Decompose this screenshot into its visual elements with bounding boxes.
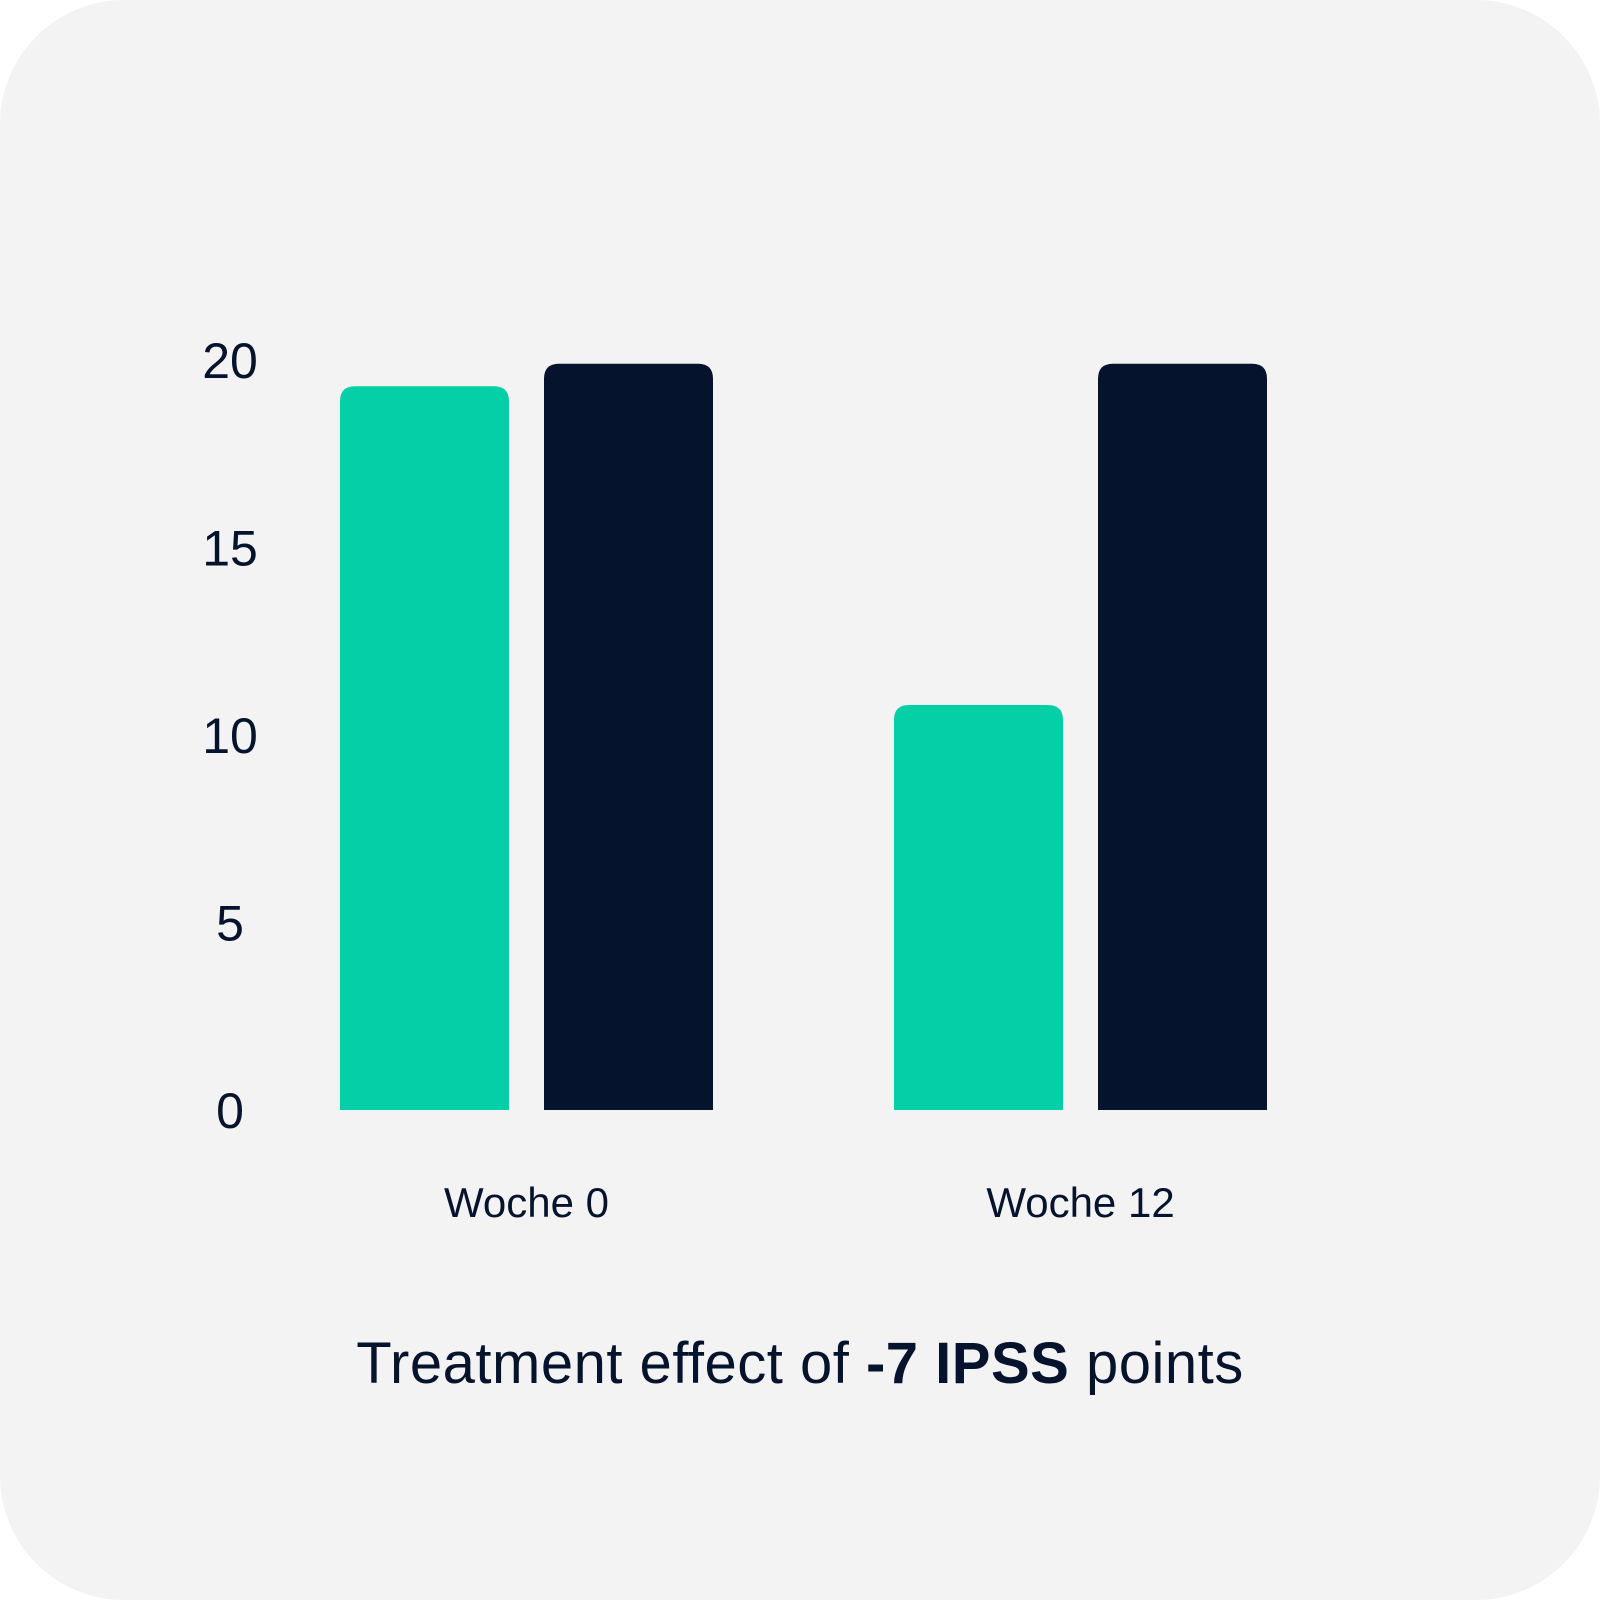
- caption-prefix: Treatment effect of: [356, 1331, 866, 1396]
- bar-0-series-0: [340, 386, 509, 1110]
- y-tick-label-0: 0: [216, 1083, 244, 1139]
- treatment-effect-caption: Treatment effect of -7 IPSS points: [0, 1330, 1600, 1397]
- category-label-1: Woche 12: [986, 1179, 1174, 1226]
- bar-1-series-1: [1098, 363, 1267, 1110]
- bar-0-series-1: [544, 363, 713, 1110]
- x-axis-labels: Woche 0 Woche 12: [444, 1179, 1175, 1226]
- bars: [340, 363, 1267, 1110]
- caption-suffix: points: [1069, 1331, 1244, 1396]
- caption-highlight: -7 IPSS: [865, 1331, 1070, 1396]
- category-label-0: Woche 0: [444, 1179, 609, 1226]
- y-tick-label-1: 5: [216, 896, 244, 952]
- y-tick-label-4: 20: [202, 333, 258, 389]
- y-tick-label-3: 15: [202, 521, 258, 577]
- bar-1-series-0: [894, 705, 1063, 1110]
- y-tick-label-2: 10: [202, 708, 258, 764]
- y-axis-ticks: 0 5 10 15 20: [202, 333, 258, 1139]
